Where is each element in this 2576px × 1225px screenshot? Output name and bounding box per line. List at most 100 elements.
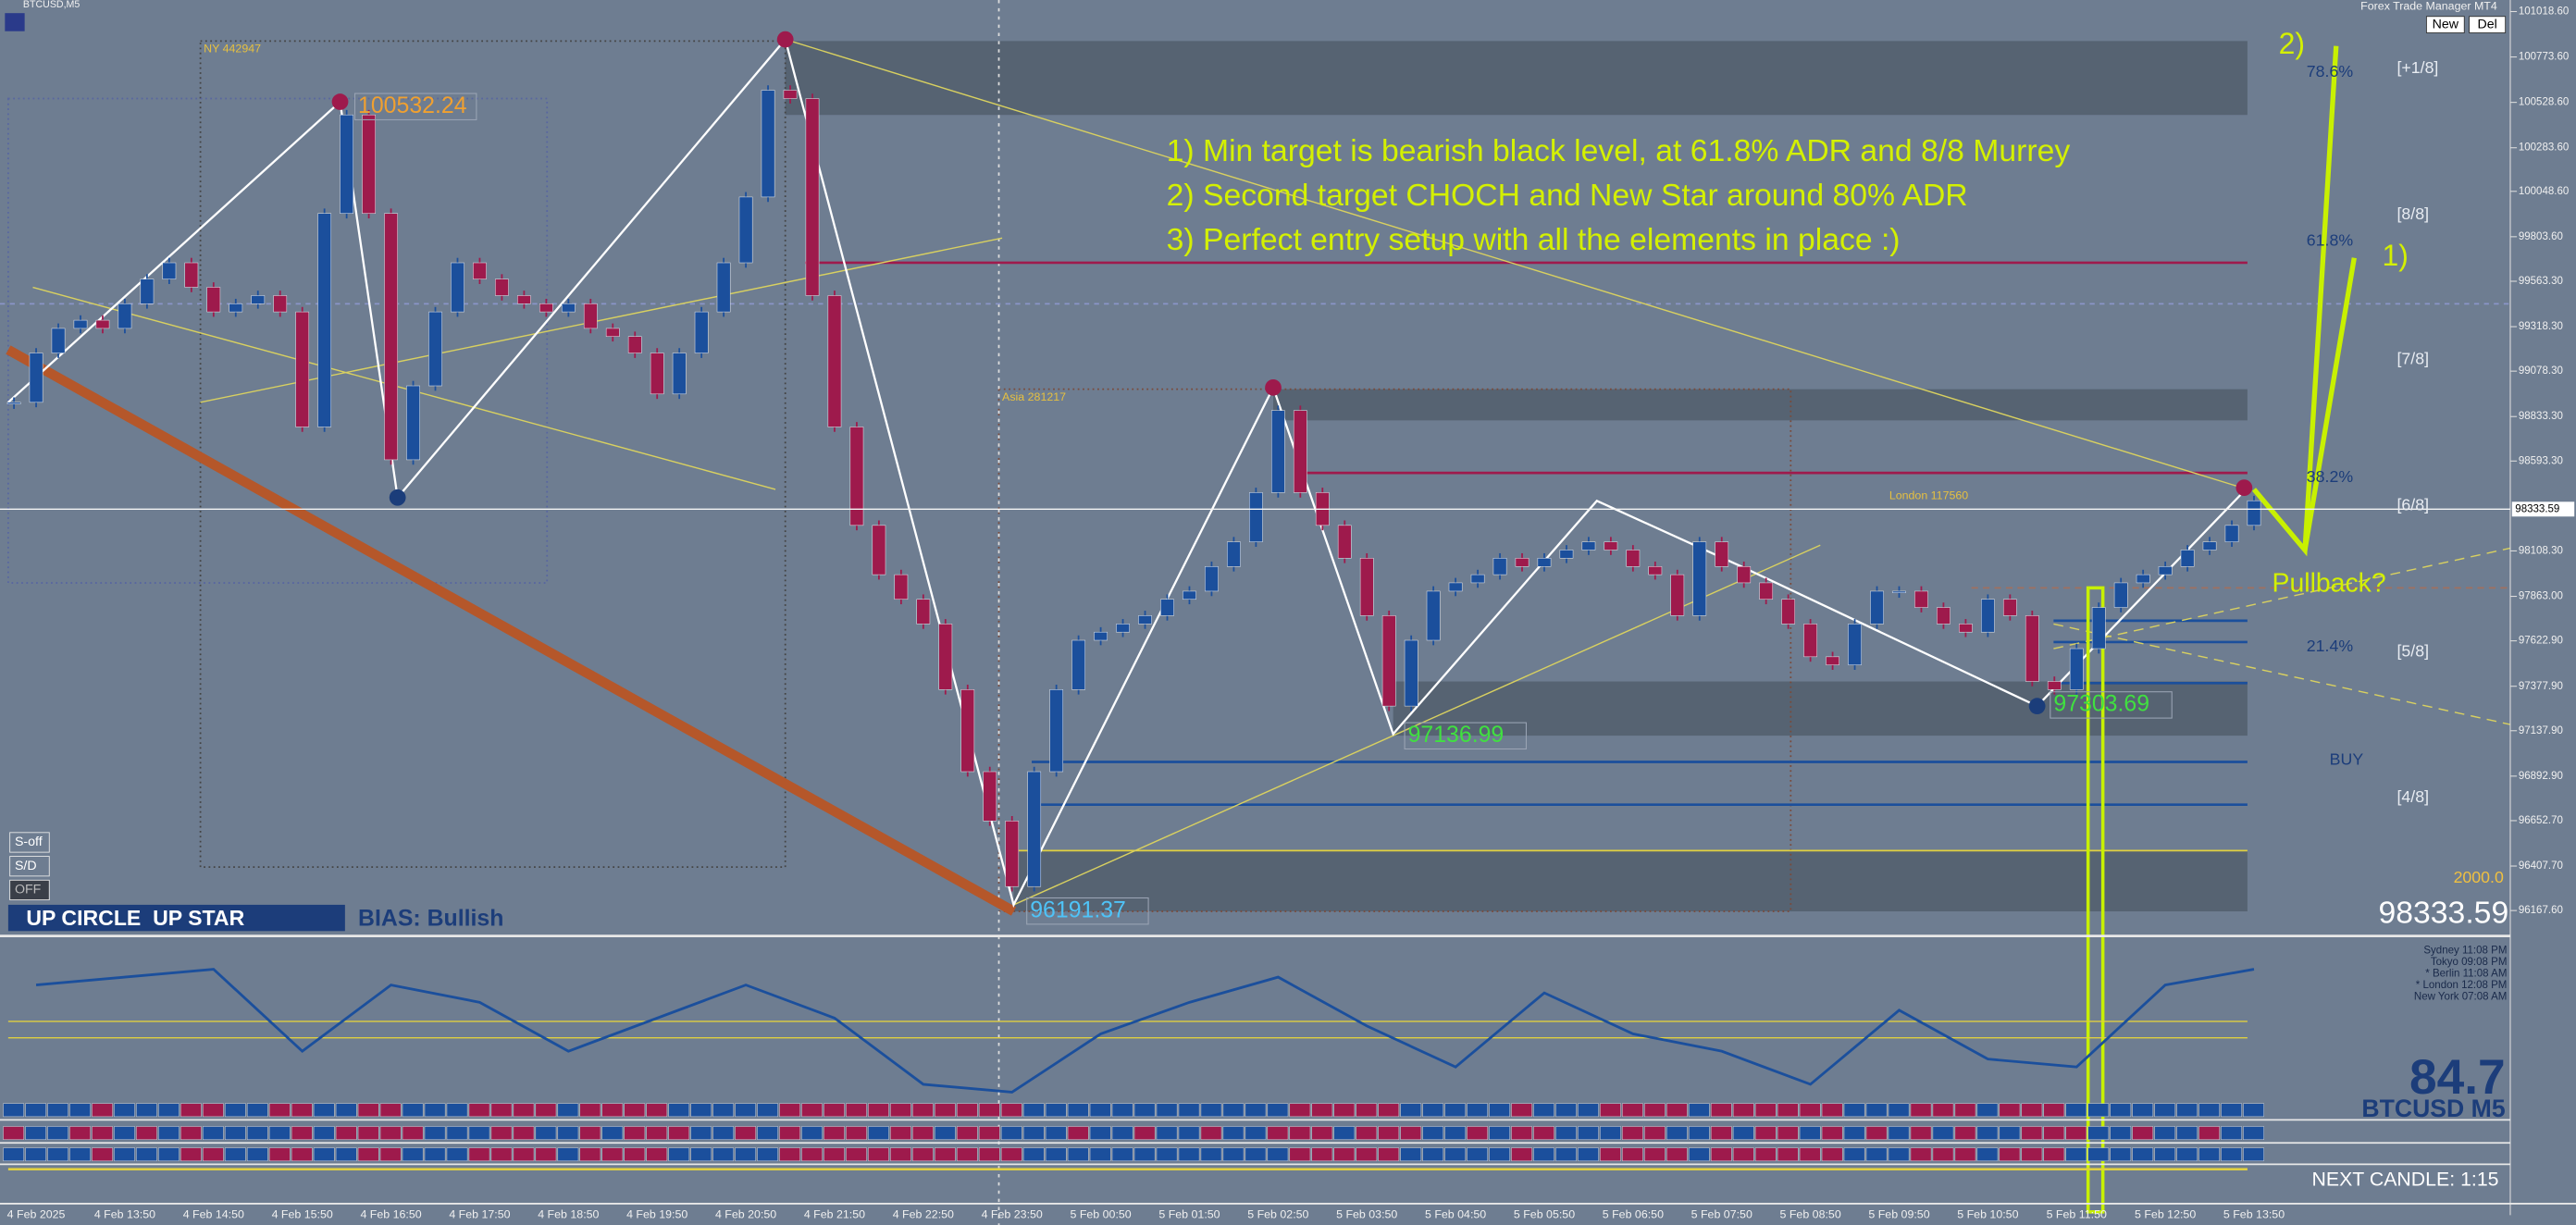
indicator-cell bbox=[1133, 1103, 1156, 1118]
indicator-cell bbox=[246, 1147, 268, 1162]
clock: Sydney 11:08 PM bbox=[2423, 946, 2507, 957]
indicator-cell bbox=[801, 1126, 823, 1140]
button-label[interactable]: Del bbox=[2477, 17, 2496, 31]
indicator-cell bbox=[2110, 1147, 2132, 1162]
indicator-cell bbox=[114, 1103, 135, 1118]
candle bbox=[1937, 607, 1951, 625]
indicator-cell bbox=[934, 1126, 956, 1140]
y-tick-label: 97622.90 bbox=[2519, 636, 2563, 647]
indicator-cell bbox=[779, 1147, 800, 1162]
button[interactable] bbox=[2425, 16, 2465, 33]
button[interactable] bbox=[2469, 16, 2507, 33]
indicator-cell bbox=[1467, 1103, 1488, 1118]
murrey-label: [7/8] bbox=[2396, 349, 2429, 367]
indicator-cell bbox=[712, 1103, 735, 1118]
indicator-cell bbox=[824, 1147, 845, 1162]
y-tick-label: 96892.90 bbox=[2519, 771, 2563, 782]
indicator-cell bbox=[1400, 1147, 1422, 1162]
indicator-cell bbox=[868, 1103, 889, 1118]
indicator-cell bbox=[1976, 1147, 1999, 1162]
indicator-cell bbox=[1865, 1126, 1888, 1140]
x-tick-label: 5 Feb 13:50 bbox=[2223, 1208, 2285, 1221]
indicator-cell bbox=[1976, 1103, 1999, 1118]
button-label[interactable]: New bbox=[2433, 17, 2459, 31]
indicator-cell bbox=[1222, 1147, 1245, 1162]
indicator-cell bbox=[735, 1126, 757, 1140]
indicator-cell bbox=[1555, 1126, 1577, 1140]
candle bbox=[384, 213, 398, 461]
indicator-cell bbox=[824, 1126, 845, 1140]
indicator-cell bbox=[3, 1103, 25, 1118]
candle bbox=[1581, 541, 1596, 551]
candle bbox=[162, 262, 177, 279]
indicator-cell bbox=[424, 1147, 446, 1162]
zones bbox=[785, 41, 2248, 912]
indicator-cell bbox=[2021, 1147, 2043, 1162]
indicator-cell bbox=[1976, 1126, 1999, 1140]
indicator-cell bbox=[2132, 1103, 2154, 1118]
candle bbox=[29, 353, 43, 403]
zone bbox=[785, 41, 2248, 116]
indicator-cell bbox=[1533, 1126, 1554, 1140]
x-tick-label: 5 Feb 00:50 bbox=[1070, 1208, 1131, 1221]
candle bbox=[805, 98, 820, 296]
indicator-cell bbox=[1489, 1147, 1510, 1162]
indicator-cell bbox=[357, 1103, 379, 1118]
swing-point bbox=[2028, 698, 2046, 715]
indicator-cell bbox=[1622, 1126, 1643, 1140]
y-tick-label: 99563.30 bbox=[2519, 276, 2563, 287]
indicator-cell bbox=[2154, 1147, 2176, 1162]
x-tick-label: 5 Feb 02:50 bbox=[1247, 1208, 1308, 1221]
indicator-cell bbox=[757, 1147, 778, 1162]
indicator-cell bbox=[601, 1147, 624, 1162]
candle bbox=[473, 262, 487, 279]
indicator-cell bbox=[25, 1147, 46, 1162]
indicator-cell bbox=[557, 1126, 579, 1140]
indicator-cell bbox=[1444, 1147, 1467, 1162]
candle bbox=[340, 114, 354, 215]
indicator-cell bbox=[268, 1147, 291, 1162]
candle bbox=[1537, 558, 1552, 567]
candle bbox=[118, 303, 132, 329]
indicator-cell bbox=[890, 1147, 911, 1162]
candle bbox=[184, 262, 199, 288]
candle bbox=[1715, 541, 1729, 567]
trend-line bbox=[2053, 623, 2576, 740]
projection-path bbox=[2302, 257, 2357, 551]
indicator-cell bbox=[513, 1126, 535, 1140]
swing-label: 97136.99 bbox=[1408, 723, 1505, 748]
indicator-cell bbox=[2021, 1103, 2043, 1118]
swing-label-box bbox=[2050, 691, 2173, 719]
indicator-cell bbox=[69, 1126, 91, 1140]
indicator-cell bbox=[92, 1103, 113, 1118]
indicator-cell bbox=[624, 1126, 646, 1140]
indicator-cell bbox=[735, 1147, 757, 1162]
indicator-cell bbox=[402, 1147, 424, 1162]
indicator-cell bbox=[1333, 1126, 1356, 1140]
murrey-label: [+1/8] bbox=[2396, 58, 2438, 77]
indicator-cell bbox=[1999, 1147, 2021, 1162]
indicator-cell bbox=[1489, 1103, 1510, 1118]
indicator-cell bbox=[1156, 1126, 1178, 1140]
x-tick-label: 5 Feb 11:50 bbox=[2047, 1208, 2107, 1221]
indicator-cell bbox=[268, 1126, 291, 1140]
indicator-cell bbox=[69, 1147, 91, 1162]
candle bbox=[1270, 410, 1285, 493]
current-price-tag bbox=[2511, 501, 2575, 517]
indicator-cell bbox=[136, 1147, 157, 1162]
y-tick-label: 100528.60 bbox=[2519, 97, 2569, 108]
indicator-cell bbox=[1333, 1103, 1356, 1118]
indicator-cell bbox=[934, 1103, 956, 1118]
y-tick-label: 97137.90 bbox=[2519, 725, 2563, 736]
indicator-cell bbox=[203, 1126, 224, 1140]
candle bbox=[2069, 648, 2084, 690]
candle bbox=[2158, 566, 2173, 575]
candle bbox=[872, 525, 886, 575]
indicator-cell bbox=[1267, 1103, 1289, 1118]
indicator-cell bbox=[735, 1103, 757, 1118]
indicator-cell bbox=[846, 1147, 867, 1162]
candle bbox=[273, 295, 288, 313]
candle bbox=[1648, 566, 1663, 575]
swing-label-box bbox=[1404, 722, 1527, 750]
indicator-cell bbox=[2243, 1126, 2264, 1140]
